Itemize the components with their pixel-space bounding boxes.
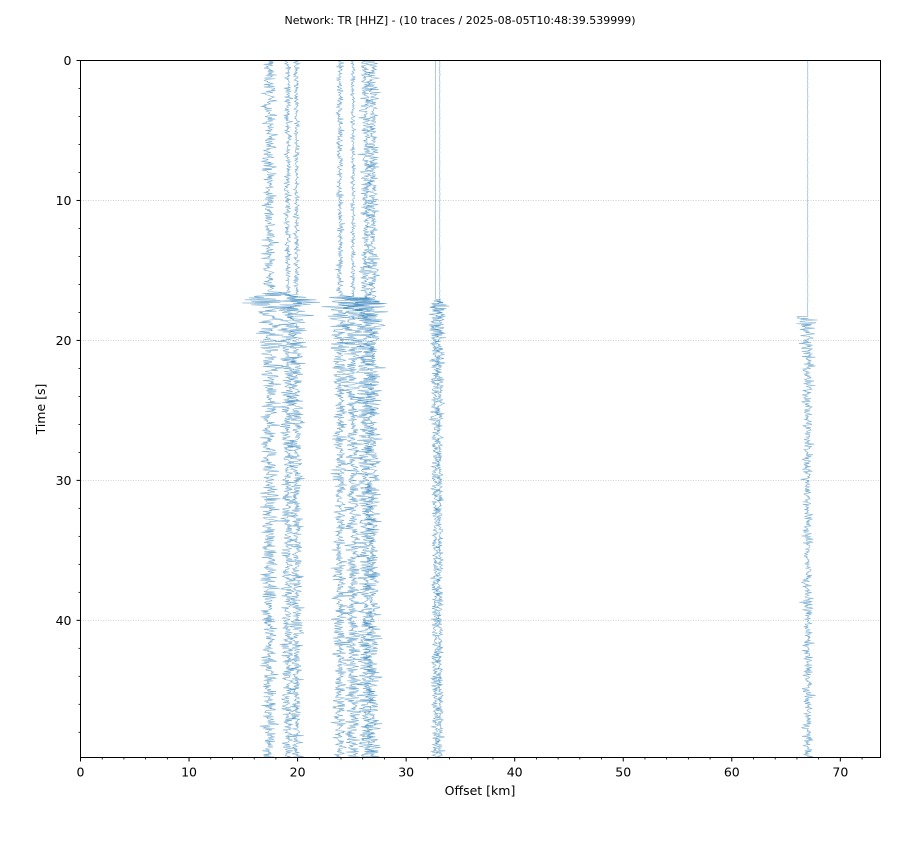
plot-frame: [80, 60, 881, 758]
y-tick-label: 20: [56, 333, 72, 348]
y-tick-label: 40: [56, 613, 72, 628]
y-axis-label: Time [s]: [33, 384, 48, 436]
x-tick-label: 40: [507, 765, 523, 780]
y-tick-label: 10: [56, 193, 72, 208]
trace-line-4: [321, 60, 359, 758]
trace-line-5: [336, 60, 371, 758]
trace-line-9: [430, 60, 450, 758]
ticks-layer: 0 10 20 30 40 50 60 70 0 10 20 30 40: [56, 53, 863, 780]
x-tick-label: 30: [398, 765, 414, 780]
x-tick-label: 20: [290, 765, 306, 780]
x-tick-label: 50: [615, 765, 631, 780]
traces-layer: [242, 60, 818, 758]
x-tick-label: 70: [832, 765, 848, 780]
trace-line-6: [341, 60, 385, 758]
x-tick-label: 10: [181, 765, 197, 780]
x-tick-label: 0: [77, 765, 85, 780]
y-tick-label: 30: [56, 473, 72, 488]
trace-line-2: [275, 60, 310, 758]
trace-line-3: [280, 60, 320, 758]
x-axis-label: Offset [km]: [445, 783, 516, 798]
trace-line-10: [796, 60, 818, 758]
y-tick-label: 0: [64, 53, 72, 68]
trace-line-8: [428, 60, 447, 758]
grid-layer: [80, 60, 881, 621]
trace-line-1: [242, 60, 290, 758]
x-tick-label: 60: [724, 765, 740, 780]
chart-title: Network: TR [HHZ] - (10 traces / 2025-08…: [284, 14, 635, 27]
trace-line-7: [347, 60, 389, 758]
